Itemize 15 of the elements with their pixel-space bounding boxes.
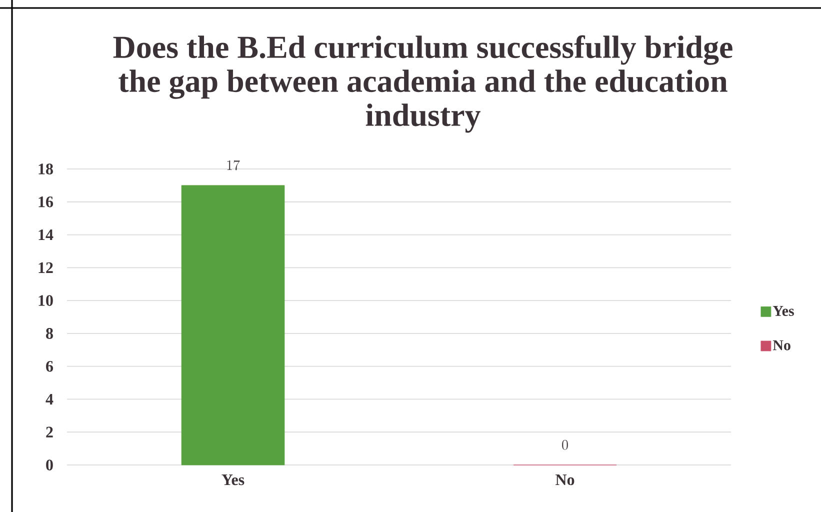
legend-label: No xyxy=(772,340,790,350)
data-label: 17 xyxy=(227,160,240,170)
y-tick-label: 10 xyxy=(38,295,53,306)
y-tick-label: 8 xyxy=(46,328,53,339)
y-tick-label: 4 xyxy=(46,394,54,404)
y-tick-label: 6 xyxy=(46,360,54,372)
y-tick-label: 2 xyxy=(46,426,53,438)
y-tick-label: 0 xyxy=(46,460,53,470)
y-tick-label: 12 xyxy=(38,262,53,273)
chart-title: Does the B.Ed curriculum successfully bridge the gap between academia and the education industry xyxy=(113,35,732,133)
y-tick-label: 18 xyxy=(38,164,53,174)
legend-label: Yes xyxy=(772,306,794,316)
y-tick-label: 14 xyxy=(38,229,54,240)
y-tick-label: 16 xyxy=(38,196,54,208)
data-label: 0 xyxy=(562,440,568,450)
